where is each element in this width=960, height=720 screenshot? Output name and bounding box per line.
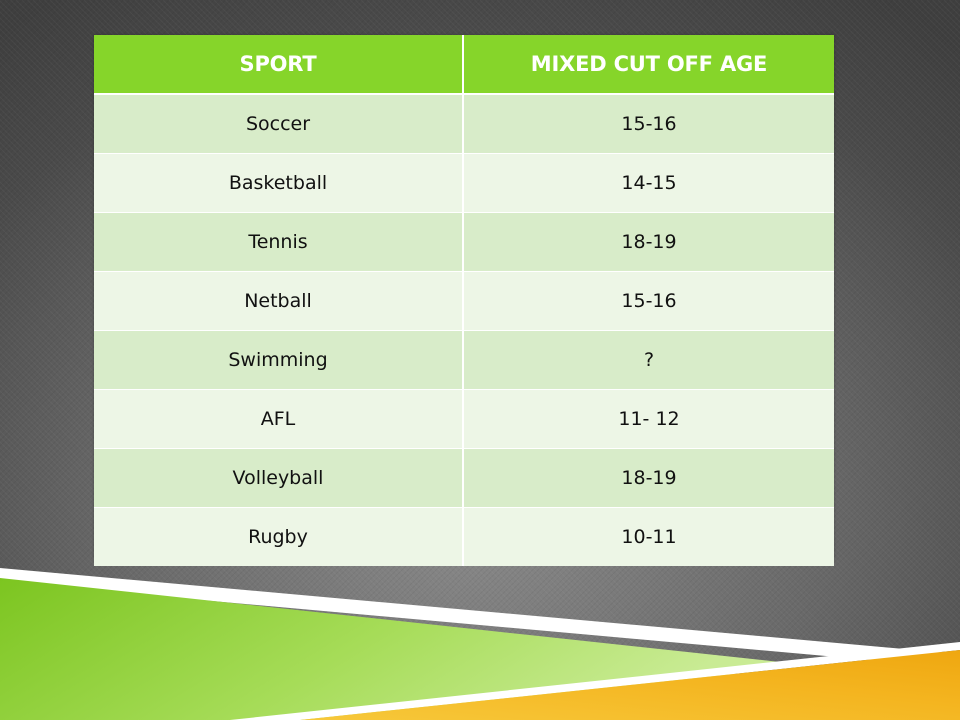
age-cell: 18-19 [463,448,834,508]
sport-cell: Netball [94,271,464,331]
table-row: Rugby 10-11 [94,507,834,566]
age-cell: 15-16 [463,93,834,154]
table-row: Soccer 15-16 [94,93,834,154]
sport-age-table: SPORT MIXED CUT OFF AGE Soccer 15-16 Bas… [94,35,834,566]
swoosh-white-band [0,568,960,668]
header-sport: SPORT [94,35,464,95]
sport-cell: Tennis [94,212,464,272]
table-row: Volleyball 18-19 [94,448,834,508]
table-row: Tennis 18-19 [94,212,834,272]
swoosh-white-line [230,642,960,720]
age-cell: ? [463,330,834,390]
sport-cell: Basketball [94,153,464,213]
sport-cell: Volleyball [94,448,464,508]
age-cell: 10-11 [463,507,834,566]
age-cell: 15-16 [463,271,834,331]
table-row: Swimming ? [94,330,834,390]
sport-cell: AFL [94,389,464,449]
age-cell: 18-19 [463,212,834,272]
sport-cell: Soccer [94,93,464,154]
table-row: AFL 11- 12 [94,389,834,449]
header-mixed-cut-off-age: MIXED CUT OFF AGE [463,35,834,95]
sport-cell: Rugby [94,507,464,566]
table-row: Basketball 14-15 [94,153,834,213]
swoosh-yellow-wedge [300,650,960,720]
table-row: Netball 15-16 [94,271,834,331]
sport-age-table-container: SPORT MIXED CUT OFF AGE Soccer 15-16 Bas… [94,35,834,566]
sport-cell: Swimming [94,330,464,390]
table-header-row: SPORT MIXED CUT OFF AGE [94,35,834,95]
age-cell: 14-15 [463,153,834,213]
age-cell: 11- 12 [463,389,834,449]
